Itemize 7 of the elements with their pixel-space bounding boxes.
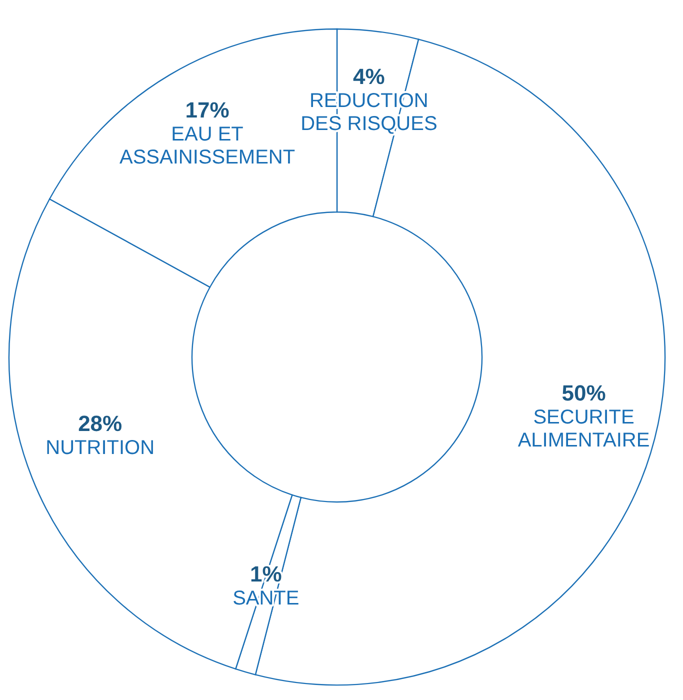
slice-label: SECURITE ALIMENTAIRE bbox=[518, 406, 650, 452]
data-label: 50% bbox=[562, 380, 606, 406]
data-label: 17% bbox=[185, 98, 230, 123]
data-label: 4% bbox=[353, 64, 385, 90]
data-label: 28% bbox=[78, 410, 122, 436]
slice-label: NUTRITION bbox=[46, 436, 155, 459]
slice-label: EAU ET ASSAINISSEMENT bbox=[119, 124, 296, 169]
